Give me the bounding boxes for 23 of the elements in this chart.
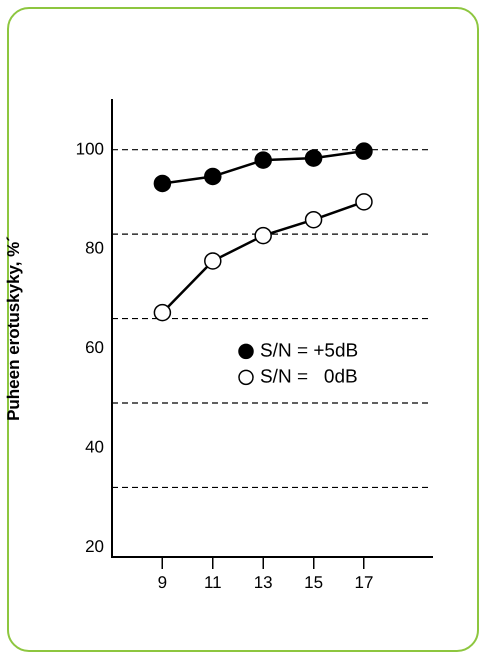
x-tick-label: 17 xyxy=(354,572,374,592)
legend-label: S/N = 0dB xyxy=(260,366,358,388)
x-tick-label: 9 xyxy=(158,572,168,592)
x-tick-label: 11 xyxy=(204,572,222,592)
point xyxy=(304,210,322,228)
x-tick-label: 13 xyxy=(254,572,273,592)
point xyxy=(304,149,322,167)
point xyxy=(154,174,172,192)
point xyxy=(355,142,373,160)
x-tick-label: 15 xyxy=(304,572,324,592)
point xyxy=(204,168,222,186)
point xyxy=(254,226,272,244)
y-axis-title: Puheen erotuskyky, %´ xyxy=(4,236,23,421)
y-tick-label: 60 xyxy=(85,338,104,358)
point xyxy=(204,252,222,270)
y-tick-label: 40 xyxy=(85,437,104,456)
y-tick-label: 100 xyxy=(76,139,104,158)
legend-label: S/N = +5dB xyxy=(260,340,358,362)
y-tick-label: 20 xyxy=(85,536,104,556)
y-tick-label: 80 xyxy=(85,238,104,258)
point xyxy=(355,193,373,211)
point xyxy=(254,151,272,169)
point xyxy=(154,304,172,322)
